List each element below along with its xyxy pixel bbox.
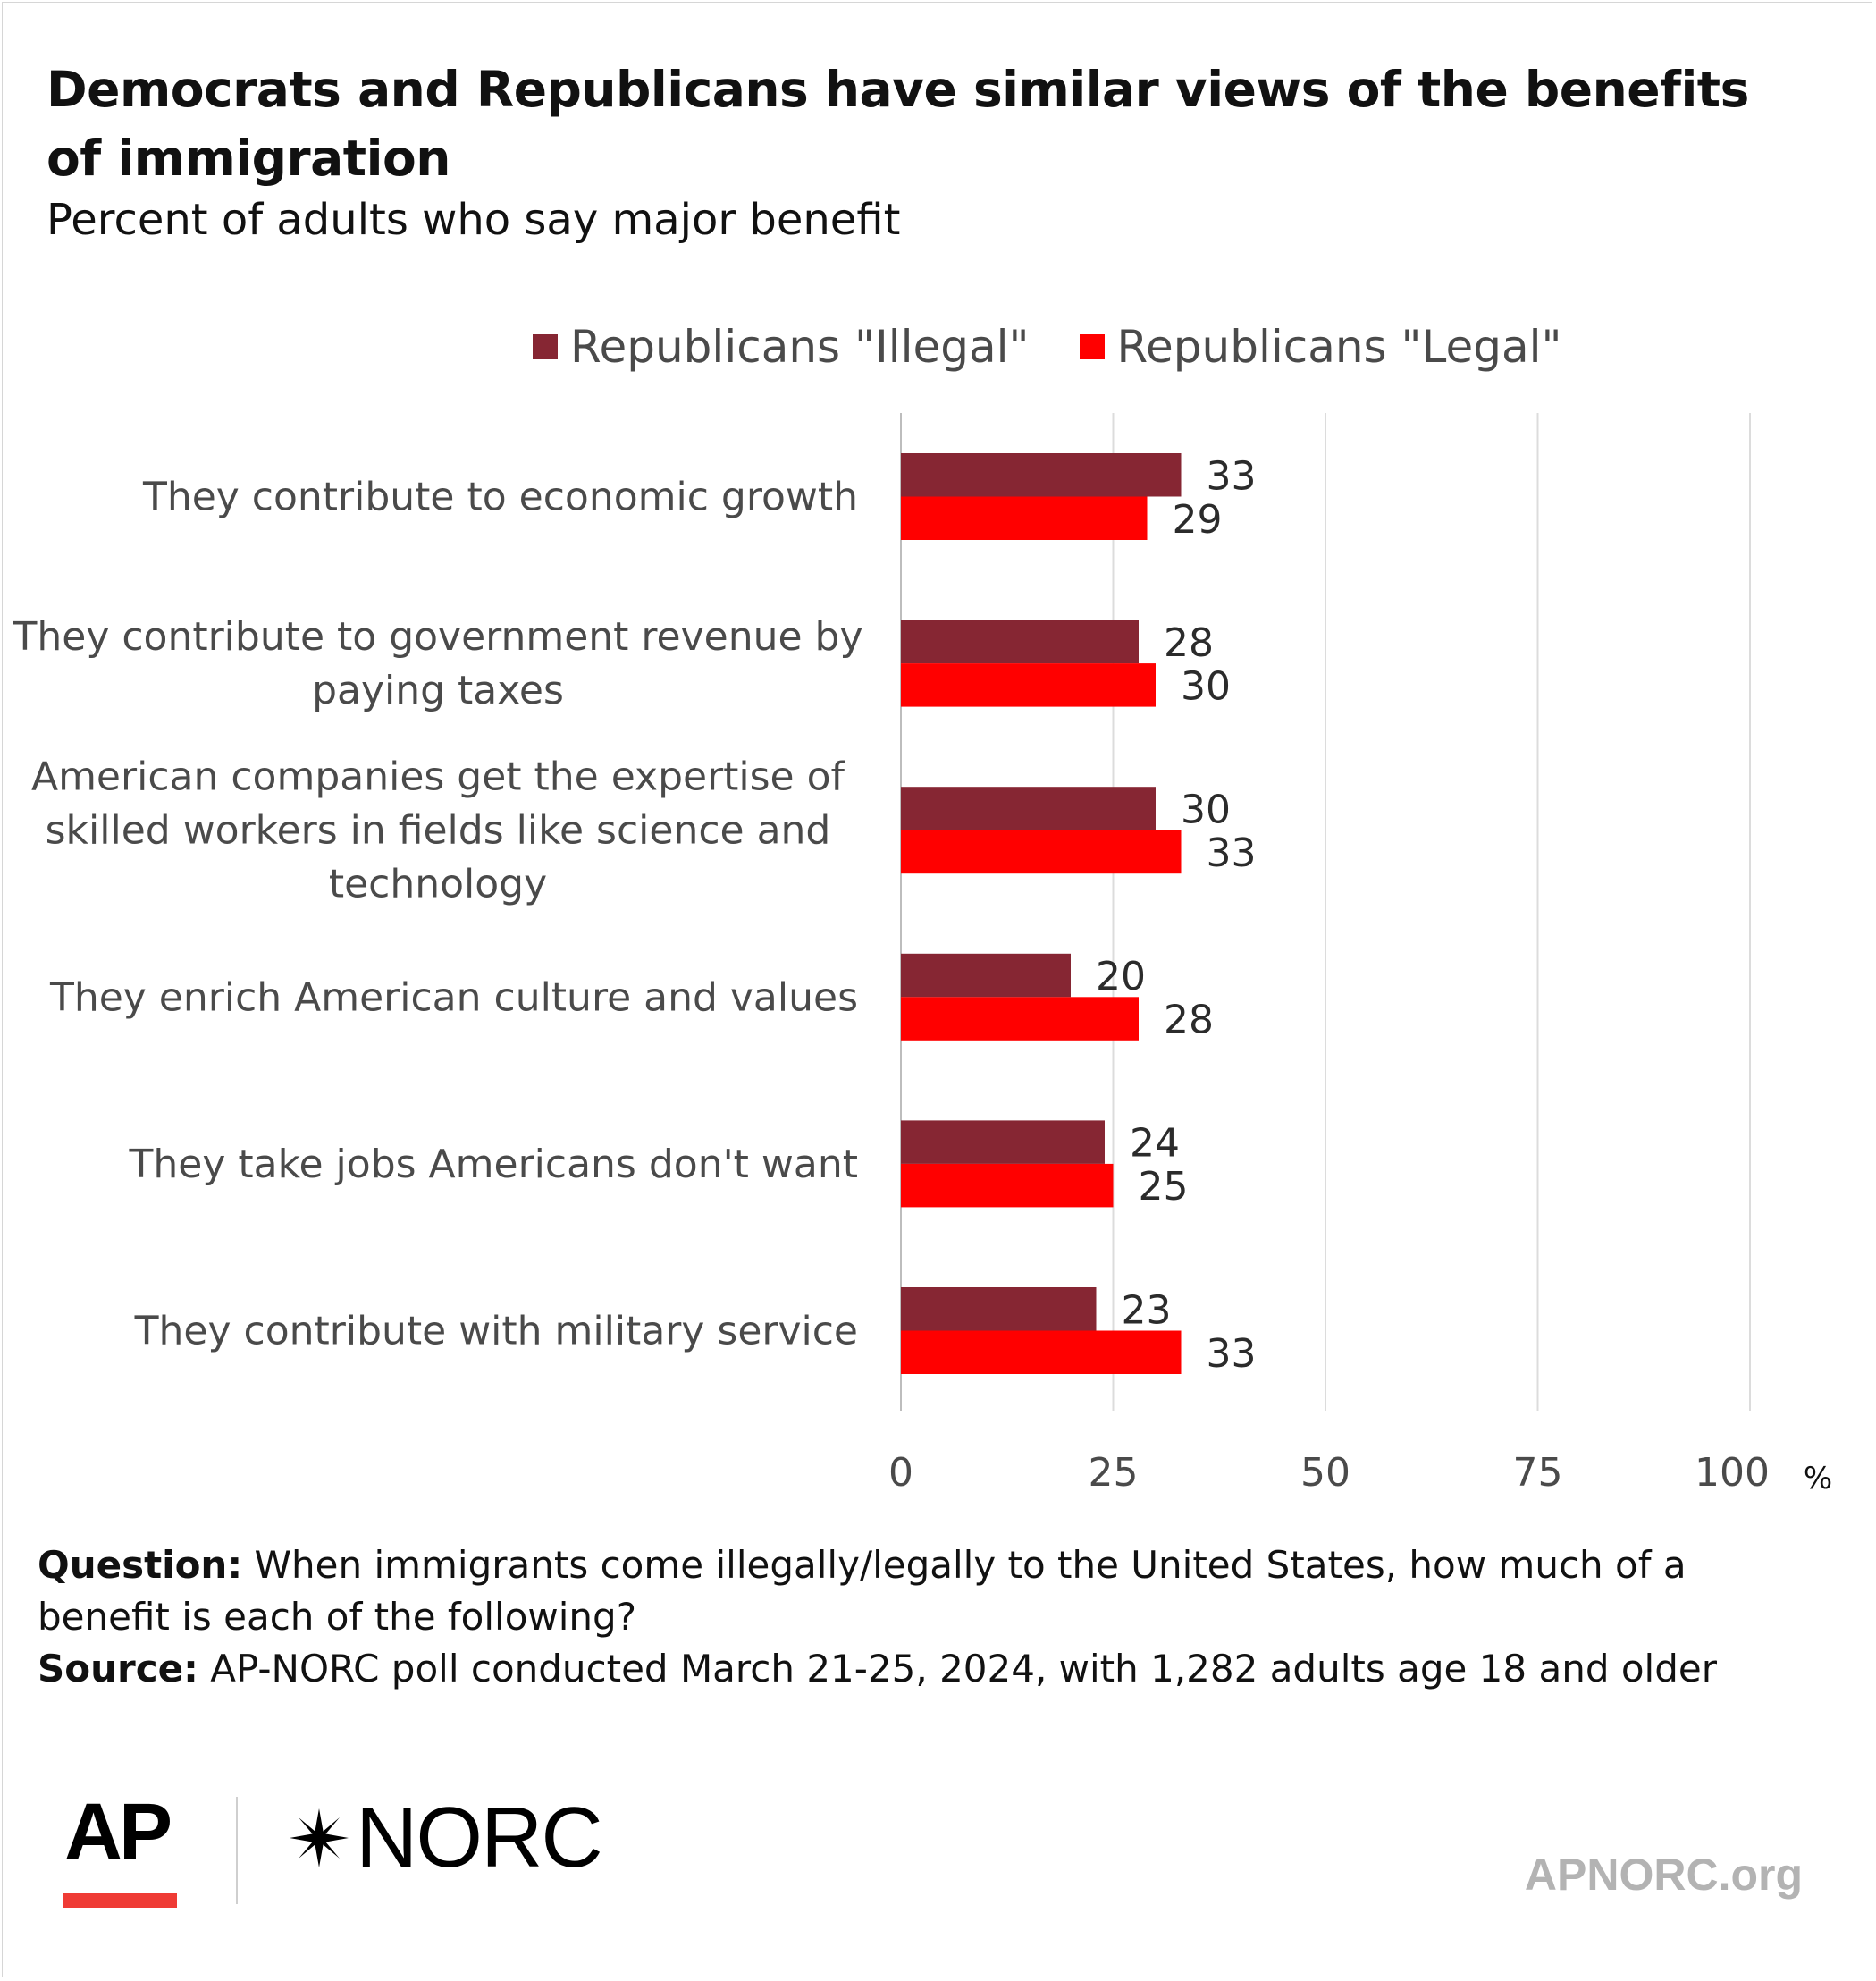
bar-legal-5 <box>901 1163 1114 1208</box>
norc-logo-text: NORC <box>356 1790 603 1885</box>
legend-label-legal: Republicans "Legal" <box>1116 321 1562 373</box>
data-label-legal-6: 33 <box>1207 1331 1257 1377</box>
ap-logo-underline <box>63 1893 177 1908</box>
data-label-legal-3: 33 <box>1207 830 1257 876</box>
legend-label-illegal: Republicans "Illegal" <box>570 321 1030 373</box>
x-tick-label-50: 50 <box>1300 1450 1350 1496</box>
data-label-illegal-2: 28 <box>1164 620 1214 666</box>
question-text: When immigrants come illegally/legally t… <box>38 1543 1687 1639</box>
ap-logo-text: AP <box>64 1788 172 1877</box>
norc-logo: NORC <box>288 1790 603 1885</box>
legend-swatch-legal <box>1079 334 1105 359</box>
legend-swatch-illegal <box>533 334 558 359</box>
bar-legal-2 <box>901 663 1156 707</box>
chart-subtitle: Percent of adults who say major benefit <box>46 195 901 245</box>
legend-item-legal: Republicans "Legal" <box>1079 321 1562 373</box>
x-tick-label-75: 75 <box>1513 1450 1563 1496</box>
data-label-legal-4: 28 <box>1164 998 1214 1043</box>
legend-item-illegal: Republicans "Illegal" <box>533 321 1030 373</box>
source-text: AP-NORC poll conducted March 21-25, 2024… <box>210 1647 1717 1690</box>
data-label-legal-1: 29 <box>1173 497 1223 543</box>
logo-divider <box>236 1797 238 1904</box>
category-label-3: American companies get the expertise of s… <box>31 754 846 907</box>
chart-notes: Question: When immigrants come illegally… <box>38 1539 1816 1695</box>
bar-legal-1 <box>901 496 1148 540</box>
question-label: Question: <box>38 1543 243 1587</box>
category-label-4: They enrich American culture and values <box>49 974 858 1020</box>
data-label-legal-5: 25 <box>1139 1164 1189 1210</box>
bar-legal-4 <box>901 997 1139 1041</box>
bar-illegal-4 <box>901 953 1071 998</box>
bar-illegal-6 <box>901 1287 1097 1331</box>
x-tick-label-100: 100 <box>1695 1450 1770 1496</box>
bar-illegal-5 <box>901 1120 1105 1164</box>
data-label-illegal-5: 24 <box>1130 1121 1180 1167</box>
chart-title: Democrats and Republicans have similar v… <box>46 61 1749 187</box>
category-label-5: They take jobs Americans don't want <box>129 1142 858 1187</box>
x-axis-unit: % <box>1804 1461 1832 1496</box>
chart-legend: Republicans "Illegal" Republicans "Legal… <box>533 315 1612 379</box>
bar-legal-6 <box>901 1330 1182 1374</box>
bar-illegal-2 <box>901 620 1139 664</box>
source-note: Source: AP-NORC poll conducted March 21-… <box>38 1643 1816 1695</box>
data-label-illegal-6: 23 <box>1122 1287 1172 1333</box>
data-label-illegal-3: 30 <box>1181 787 1231 832</box>
x-tick-label-25: 25 <box>1089 1450 1139 1496</box>
x-tick-label-0: 0 <box>888 1450 913 1496</box>
source-label: Source: <box>38 1647 198 1690</box>
data-label-illegal-1: 33 <box>1207 453 1257 499</box>
star-icon <box>290 1808 349 1867</box>
ap-logo: AP <box>63 1788 182 1908</box>
question-note: Question: When immigrants come illegally… <box>38 1539 1816 1643</box>
bar-legal-3 <box>901 830 1182 874</box>
bar-illegal-1 <box>901 453 1182 497</box>
category-label-6: They contribute with military service <box>134 1309 858 1354</box>
site-url: APNORC.org <box>1524 1850 1803 1900</box>
category-label-2: They contribute to government revenue by… <box>12 614 862 713</box>
data-label-legal-2: 30 <box>1181 663 1231 709</box>
data-label-illegal-4: 20 <box>1096 954 1146 999</box>
category-label-1: They contribute to economic growth <box>142 475 858 520</box>
bar-illegal-3 <box>901 787 1156 830</box>
